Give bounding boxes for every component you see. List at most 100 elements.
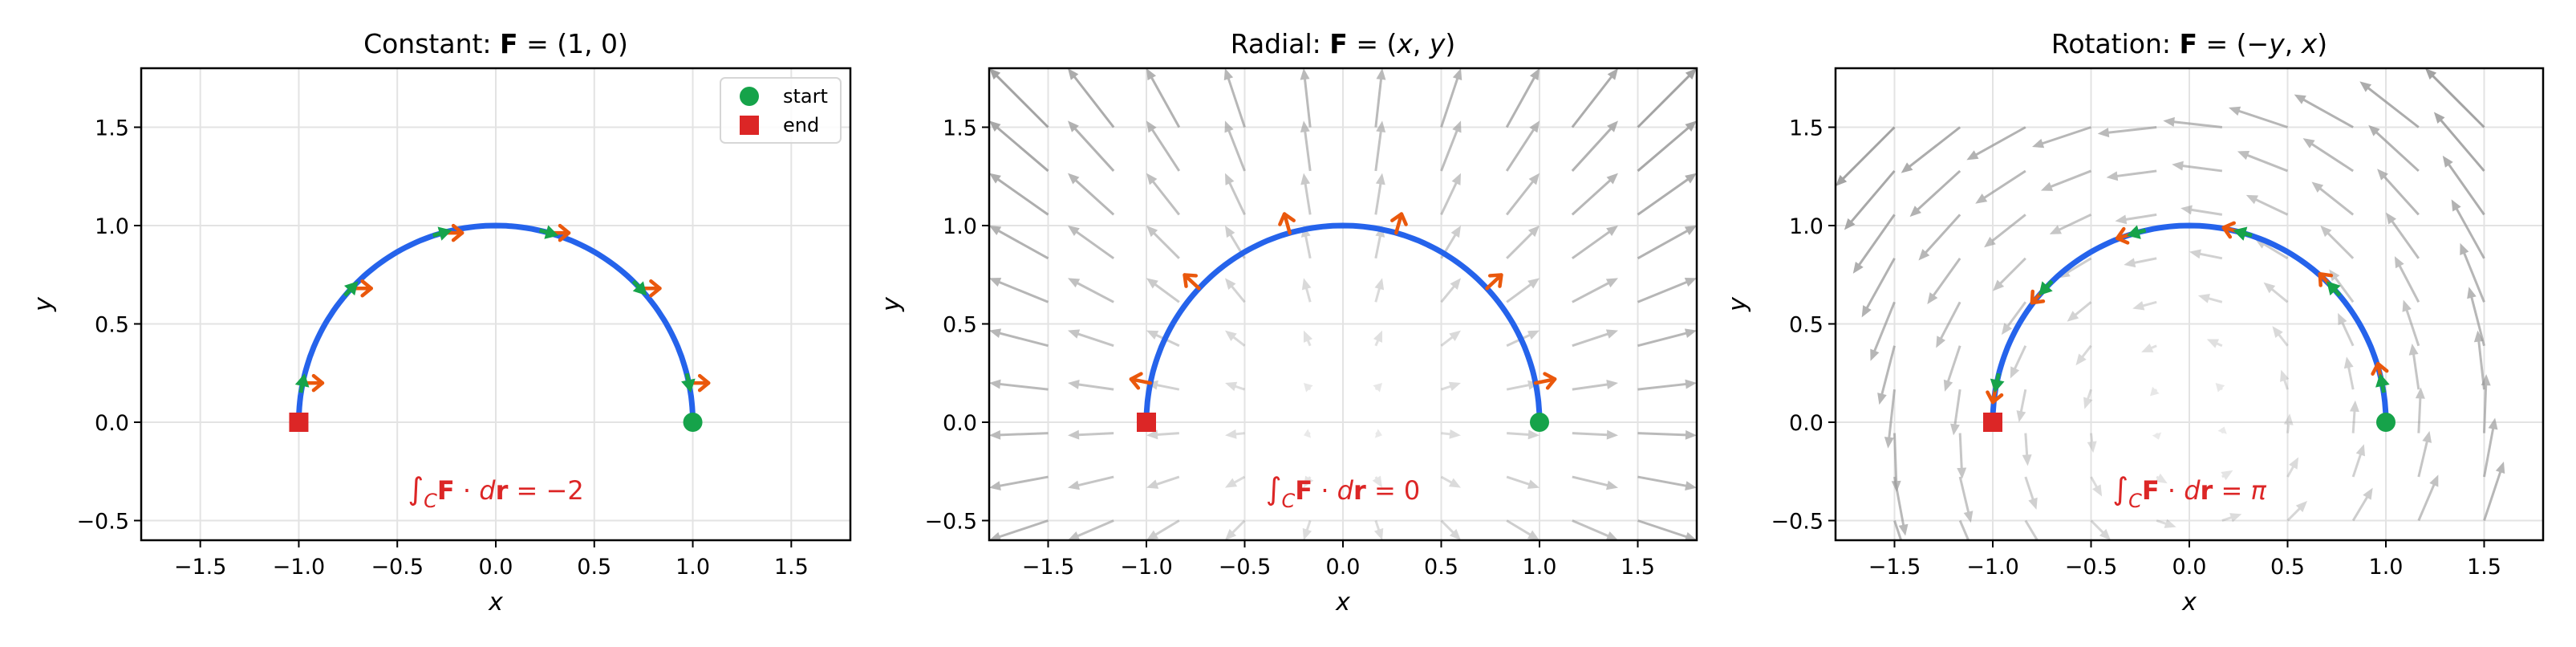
field-arrow	[2351, 444, 2366, 478]
tangent-component-arrow	[538, 225, 559, 239]
field-arrow	[2343, 356, 2355, 390]
field-arrow	[1637, 226, 1697, 260]
tangent-component-arrow	[2126, 225, 2147, 239]
field-arrow	[1891, 433, 1901, 493]
field-arrow	[1572, 519, 1618, 540]
tick-labels: −1.5 −1.0 −0.5 0.0 0.5 1.0 1.5 −0.5 0.0 0.5 1.0 1.5	[1771, 116, 2501, 580]
legend-label: end	[783, 114, 819, 136]
field-arrow	[2368, 124, 2420, 173]
field-arrow	[2189, 249, 2223, 260]
x-tick-label: −0.5	[371, 555, 424, 580]
field-arrow	[1223, 68, 1246, 128]
field-arrow	[1637, 328, 1697, 348]
tangent-component-arrow	[631, 279, 647, 296]
field-arrow	[2263, 282, 2289, 303]
force-arrow	[1533, 372, 1557, 390]
field-arrow	[1870, 301, 1896, 361]
x-tick-label: 0.5	[2270, 555, 2305, 580]
field-arrow	[1225, 475, 1246, 488]
circle-marker-icon	[740, 87, 759, 106]
field-arrow	[1571, 68, 1618, 128]
line-integral-annotation: ∫CF · dr = π	[2112, 471, 2266, 512]
field-arrow	[1146, 429, 1179, 440]
field-arrow	[2283, 413, 2294, 433]
field-arrow	[1950, 389, 1961, 436]
field-arrow	[2221, 470, 2233, 481]
field-arrow	[1373, 383, 1382, 393]
panel-title: Radial: F = (x, y)	[1231, 28, 1456, 59]
field-arrow	[1302, 520, 1312, 540]
field-arrow	[2349, 400, 2359, 433]
field-arrow	[2483, 417, 2498, 478]
tangent-component-arrow	[1990, 372, 2005, 393]
y-tick-label: −0.5	[924, 510, 977, 535]
field-arrow	[1507, 429, 1540, 440]
start-marker	[683, 413, 703, 432]
tangent-component-arrow	[343, 281, 359, 297]
x-tick-label: 1.5	[774, 555, 809, 580]
field-arrow	[2467, 287, 2485, 347]
field-arrow	[2245, 194, 2289, 216]
start-marker	[2376, 413, 2395, 432]
legend-item-end: end	[740, 114, 819, 136]
x-axis-label: x	[488, 588, 503, 616]
field-arrow	[2377, 169, 2420, 216]
field-arrow	[1901, 126, 1961, 173]
field-arrow	[2152, 432, 2162, 440]
field-arrow	[2215, 383, 2225, 393]
field-arrow	[1304, 429, 1312, 438]
x-tick-label: −0.5	[2065, 555, 2118, 580]
field-arrow	[1572, 329, 1618, 348]
field-arrow	[2408, 344, 2420, 390]
field-arrow	[989, 475, 1049, 491]
field-arrow	[2016, 389, 2027, 422]
field-arrow	[2155, 473, 2168, 484]
field-arrow	[1300, 173, 1312, 215]
field-arrow	[2433, 112, 2485, 172]
field-arrow	[2417, 474, 2439, 522]
field-arrow	[1374, 120, 1386, 172]
field-arrow	[2359, 81, 2420, 128]
field-arrow	[1304, 330, 1313, 347]
field-arrow	[1844, 169, 1896, 230]
field-arrow	[1884, 389, 1896, 449]
field-arrow	[1975, 169, 2026, 204]
x-tick-label: −1.0	[1120, 555, 1173, 580]
field-arrow	[2237, 150, 2289, 173]
field-arrow	[2417, 430, 2432, 478]
field-arrow	[1441, 429, 1461, 439]
field-arrow	[1146, 68, 1181, 128]
field-arrow	[2024, 476, 2038, 510]
field-arrow	[2132, 300, 2157, 311]
field-arrow	[1966, 126, 2026, 161]
field-arrow	[1572, 380, 1618, 391]
field-arrow	[1637, 173, 1697, 216]
field-arrow	[1893, 520, 1903, 540]
y-tick-label: 0.5	[95, 313, 129, 338]
x-axis-label: x	[2181, 588, 2197, 616]
x-tick-label: 0.0	[2172, 555, 2207, 580]
field-arrow	[1861, 258, 1896, 318]
field-arrow	[2451, 199, 2485, 259]
field-arrow	[1637, 475, 1697, 491]
x-tick-label: −0.5	[1219, 555, 1272, 580]
field-arrow	[1068, 68, 1115, 128]
panel-title: Rotation: F = (−y, x)	[2051, 28, 2327, 59]
grid-lines	[1836, 68, 2543, 540]
field-arrow	[1918, 214, 1961, 261]
sample-arrows	[1129, 212, 1557, 390]
x-tick-label: −1.5	[1868, 555, 1921, 580]
field-arrow	[989, 173, 1049, 216]
curve-path	[1990, 222, 2389, 425]
vector-field-quiver	[1836, 68, 2505, 540]
field-arrow	[2075, 344, 2092, 366]
field-arrow	[2286, 501, 2307, 522]
field-arrow	[1301, 278, 1312, 303]
y-tick-label: −0.5	[76, 510, 129, 535]
x-tick-label: −1.0	[273, 555, 326, 580]
field-arrow	[2172, 161, 2223, 173]
field-arrow	[2115, 213, 2157, 225]
field-arrow	[1374, 429, 1382, 438]
field-arrow	[2402, 299, 2420, 347]
y-axis-label: y	[1724, 296, 1752, 312]
